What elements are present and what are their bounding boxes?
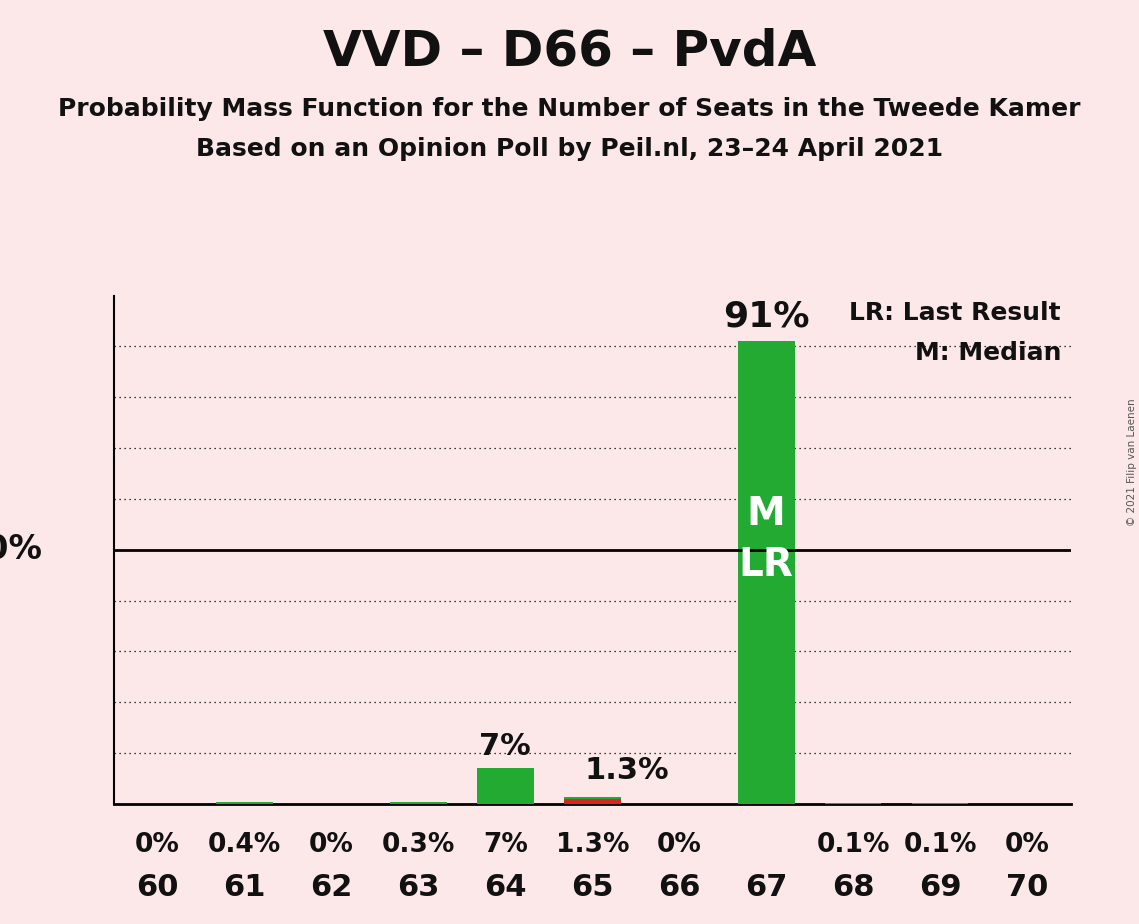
Bar — [390, 802, 446, 804]
Text: M: M — [747, 495, 786, 533]
Text: 0.4%: 0.4% — [207, 832, 281, 857]
Text: 7%: 7% — [480, 732, 531, 760]
Bar — [477, 769, 533, 804]
Text: 68: 68 — [831, 873, 875, 902]
Text: 91%: 91% — [723, 299, 810, 334]
Bar — [216, 802, 272, 804]
Text: 1.3%: 1.3% — [556, 832, 629, 857]
Text: 0%: 0% — [657, 832, 702, 857]
Text: 61: 61 — [223, 873, 265, 902]
Text: 0.1%: 0.1% — [903, 832, 977, 857]
Text: 69: 69 — [919, 873, 961, 902]
Bar — [738, 341, 795, 804]
Text: 0%: 0% — [1005, 832, 1050, 857]
Text: 62: 62 — [310, 873, 353, 902]
Text: 63: 63 — [398, 873, 440, 902]
Text: 7%: 7% — [483, 832, 527, 857]
Text: © 2021 Filip van Laenen: © 2021 Filip van Laenen — [1126, 398, 1137, 526]
Text: 50%: 50% — [0, 533, 42, 566]
Text: 65: 65 — [571, 873, 614, 902]
Text: LR: LR — [739, 546, 794, 584]
Text: 0%: 0% — [309, 832, 354, 857]
Text: 70: 70 — [1006, 873, 1048, 902]
Text: Based on an Opinion Poll by Peil.nl, 23–24 April 2021: Based on an Opinion Poll by Peil.nl, 23–… — [196, 137, 943, 161]
Text: 64: 64 — [484, 873, 526, 902]
Text: VVD – D66 – PvdA: VVD – D66 – PvdA — [322, 28, 817, 76]
Text: M: Median: M: Median — [915, 341, 1062, 365]
Text: 1.3%: 1.3% — [584, 756, 670, 784]
Bar — [564, 797, 621, 804]
Text: 0.3%: 0.3% — [382, 832, 454, 857]
Text: 0.1%: 0.1% — [817, 832, 890, 857]
Text: LR: Last Result: LR: Last Result — [850, 300, 1062, 324]
Text: 0%: 0% — [134, 832, 180, 857]
Text: 67: 67 — [745, 873, 787, 902]
Text: 60: 60 — [137, 873, 179, 902]
Text: 66: 66 — [658, 873, 700, 902]
Text: Probability Mass Function for the Number of Seats in the Tweede Kamer: Probability Mass Function for the Number… — [58, 97, 1081, 121]
Bar — [564, 798, 621, 804]
